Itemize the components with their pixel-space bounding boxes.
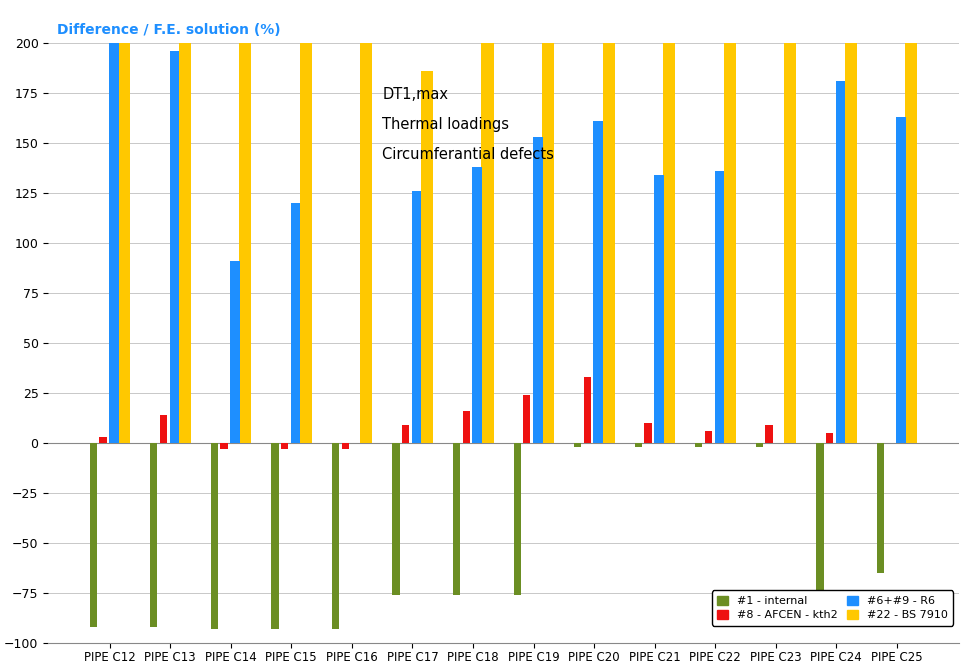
Bar	[150, 444, 158, 627]
Bar	[584, 377, 591, 444]
Bar	[513, 444, 521, 595]
Bar	[784, 43, 796, 444]
Bar	[211, 444, 218, 629]
Bar	[523, 395, 531, 444]
Bar	[90, 444, 97, 627]
Bar	[230, 261, 240, 444]
Bar	[332, 444, 339, 629]
Bar	[705, 432, 713, 444]
Bar	[644, 424, 652, 444]
Bar	[723, 43, 736, 444]
Bar	[272, 444, 278, 629]
Bar	[453, 444, 460, 595]
Bar	[533, 138, 542, 444]
Bar	[109, 43, 118, 444]
Bar	[99, 438, 107, 444]
Text: DT1,max: DT1,max	[382, 88, 448, 102]
Bar	[766, 426, 772, 444]
Bar	[342, 444, 349, 450]
Bar	[299, 43, 312, 444]
Bar	[221, 444, 227, 450]
Text: Circumferantial defects: Circumferantial defects	[382, 148, 554, 162]
Bar	[756, 444, 763, 448]
Bar	[482, 43, 494, 444]
Bar	[412, 191, 422, 444]
Bar	[877, 444, 884, 573]
Bar	[574, 444, 582, 448]
Bar	[179, 43, 191, 444]
Bar	[462, 411, 470, 444]
Bar	[897, 118, 906, 444]
Bar	[715, 171, 724, 444]
Bar	[817, 444, 823, 603]
Bar	[393, 444, 400, 595]
Text: Thermal loadings: Thermal loadings	[382, 118, 509, 132]
Bar	[603, 43, 614, 444]
Bar	[281, 444, 288, 450]
Bar	[160, 415, 168, 444]
Bar	[239, 43, 251, 444]
Bar	[542, 43, 554, 444]
Bar	[473, 167, 482, 444]
Bar	[403, 426, 409, 444]
Bar	[836, 81, 846, 444]
Bar	[654, 175, 664, 444]
Bar	[360, 43, 373, 444]
Legend: #1 - internal, #8 - AFCEN - kth2, #6+#9 - R6, #22 - BS 7910: #1 - internal, #8 - AFCEN - kth2, #6+#9 …	[712, 591, 953, 626]
Bar	[695, 444, 702, 448]
Bar	[118, 43, 130, 444]
Bar	[845, 43, 857, 444]
Bar	[291, 203, 300, 444]
Bar	[635, 444, 642, 448]
Bar	[593, 122, 603, 444]
Bar	[826, 434, 833, 444]
Bar	[664, 43, 675, 444]
Bar	[169, 51, 179, 444]
Text: Difference / F.E. solution (%): Difference / F.E. solution (%)	[58, 23, 281, 37]
Bar	[905, 43, 918, 444]
Bar	[421, 71, 433, 444]
